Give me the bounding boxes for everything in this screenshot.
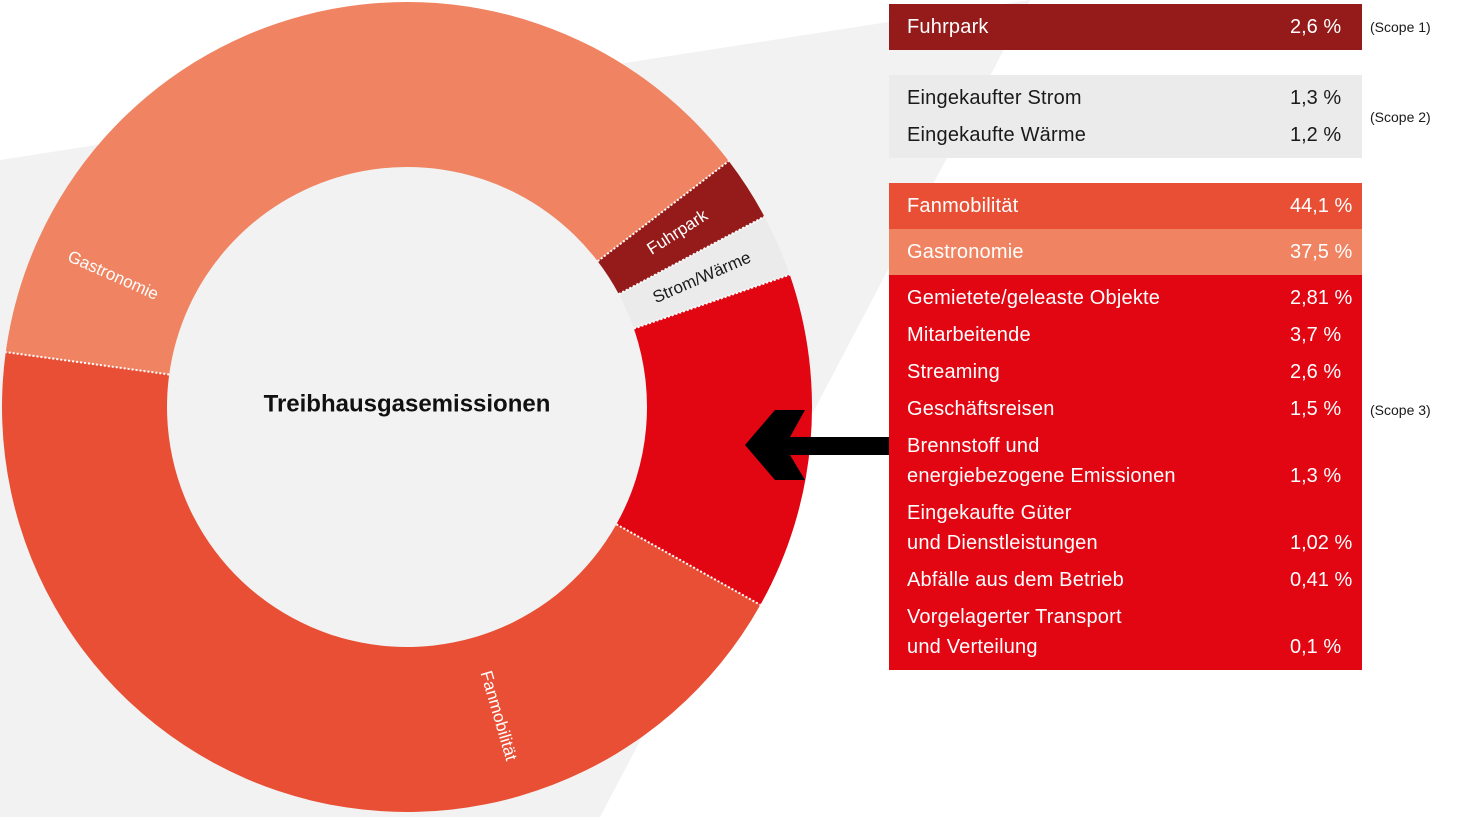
item-value: 1,02 % — [1290, 532, 1353, 554]
item-name: Eingekaufte Wärme — [907, 124, 1087, 146]
item-value: 2,6 % — [1290, 16, 1342, 38]
segment-separator — [633, 273, 791, 330]
table-row: Brennstoff und energiebezogene Emissione… — [889, 431, 1362, 491]
segment-separator — [5, 351, 170, 376]
item-value: 37,5 % — [1290, 241, 1353, 263]
table-row: Gastronomie 37,5 % — [889, 237, 1362, 267]
table-box: Fuhrpark 2,6 % — [889, 4, 1362, 50]
item-name: Abfälle aus dem Betrieb — [907, 569, 1124, 591]
item-value: 1,3 % — [1290, 465, 1342, 487]
scope-label: (Scope 3) — [1370, 402, 1431, 418]
segment-separator — [615, 523, 761, 606]
item-name: Brennstoff und energiebezogene Emissione… — [907, 435, 1176, 487]
table-row: Mitarbeitende 3,7 % — [889, 320, 1362, 350]
table-row: Eingekaufte Wärme 1,2 % — [889, 120, 1362, 150]
item-value: 44,1 % — [1290, 195, 1353, 217]
item-value: 0,1 % — [1290, 636, 1342, 658]
donut-segment — [5, 1, 729, 375]
item-value: 1,3 % — [1290, 87, 1342, 109]
item-value: 2,6 % — [1290, 361, 1342, 383]
item-value: 1,2 % — [1290, 124, 1342, 146]
table-row: Streaming 2,6 % — [889, 357, 1362, 387]
table-row: Fuhrpark 2,6 % — [889, 12, 1362, 42]
item-name: Eingekaufter Strom — [907, 87, 1082, 109]
item-value: 2,81 % — [1290, 287, 1353, 309]
table-row: Eingekaufter Strom 1,3 % — [889, 83, 1362, 113]
scope-label: (Scope 2) — [1370, 108, 1431, 125]
segment-separator — [597, 160, 730, 263]
legend-table: Fuhrpark 2,6 % (Scope 1) Eingekaufter Strom… — [889, 4, 1465, 695]
donut-segment — [597, 161, 765, 295]
scope-group: Fuhrpark 2,6 % (Scope 1) — [889, 4, 1465, 50]
table-row: Vorgelagerter Transport und Verteilung 0,… — [889, 602, 1362, 662]
table-row: Eingekaufte Güter und Dienstleistungen 1,… — [889, 498, 1362, 558]
item-name: Mitarbeitende — [907, 324, 1031, 346]
item-value: 0,41 % — [1290, 569, 1353, 591]
scope-group: Eingekaufter Strom 1,3 % Eingekaufte Wärme… — [889, 75, 1465, 158]
item-name: Gastronomie — [907, 241, 1024, 263]
chart-title: Treibhausgasemissionen — [264, 390, 551, 417]
donut: FuhrparkStrom/WärmeFanmobilitätGastronom… — [1, 1, 813, 813]
item-name: Vorgelagerter Transport und Verteilung — [907, 606, 1122, 658]
item-name: Geschäftsreisen — [907, 398, 1055, 420]
table-box: Eingekaufter Strom 1,3 % Eingekaufte Wärme… — [889, 75, 1362, 158]
donut-segment — [616, 274, 813, 605]
donut-segment — [1, 352, 761, 813]
donut-segment — [618, 216, 790, 329]
segment-separator — [618, 215, 765, 296]
item-name: Gemietete/geleaste Objekte — [907, 287, 1161, 309]
table-row: Geschäftsreisen 1,5 % — [889, 394, 1362, 424]
table-box: Gemietete/geleaste Objekte 2,81 % Mitarbei… — [889, 275, 1362, 670]
table-row: Fanmobilität 44,1 % — [889, 191, 1362, 221]
background-shape — [0, 0, 300, 60]
item-name: Fanmobilität — [907, 195, 1019, 217]
scope-group: Fanmobilität 44,1 % Gastronomie 37,5 % Gemie… — [889, 183, 1465, 670]
table-row: Gemietete/geleaste Objekte 2,81 % — [889, 283, 1362, 313]
item-value: 1,5 % — [1290, 398, 1342, 420]
item-value: 3,7 % — [1290, 324, 1342, 346]
table-row: Abfälle aus dem Betrieb 0,41 % — [889, 565, 1362, 595]
item-name: Eingekaufte Güter und Dienstleistungen — [907, 502, 1098, 554]
scope-label: (Scope 1) — [1370, 19, 1431, 35]
arrow — [745, 410, 895, 480]
item-name: Streaming — [907, 361, 1000, 383]
table-box: Gastronomie 37,5 % — [889, 229, 1362, 275]
item-name: Fuhrpark — [907, 16, 989, 38]
table-box: Fanmobilität 44,1 % — [889, 183, 1362, 229]
